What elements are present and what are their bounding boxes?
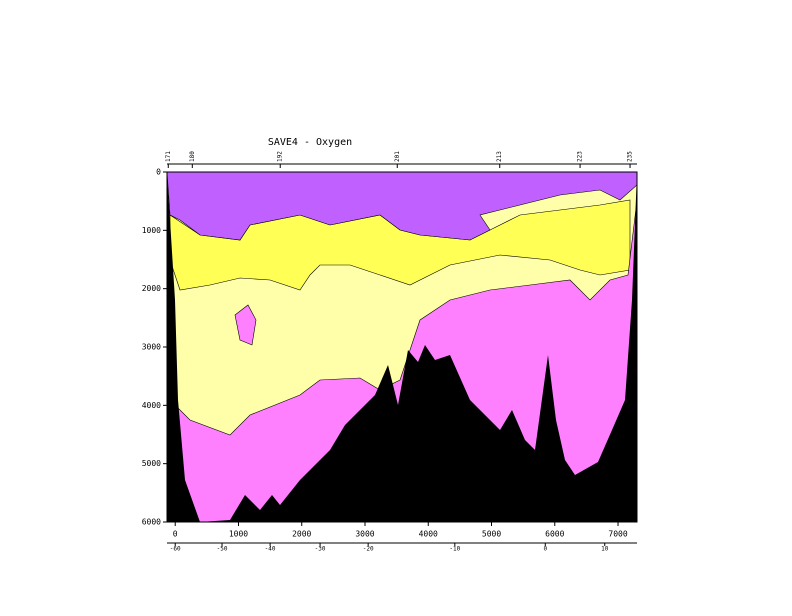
oxygen-low xyxy=(166,171,638,241)
lat-tick-label: -10 xyxy=(449,546,460,553)
x-tick-label: 0 xyxy=(173,530,178,539)
lat-tick-label: -30 xyxy=(315,546,326,553)
station-label: 171 xyxy=(165,151,172,162)
y-tick-label: 6000 xyxy=(142,518,161,527)
x-tick-label: 5000 xyxy=(482,530,501,539)
lat-tick-label: -20 xyxy=(363,546,374,553)
y-tick-label: 1000 xyxy=(142,226,161,235)
contours xyxy=(166,171,638,523)
y-tick-label: 3000 xyxy=(142,343,161,352)
lat-tick-label: -40 xyxy=(265,546,276,553)
lat-tick-label: 10 xyxy=(601,546,609,553)
oxygen-patch xyxy=(234,304,257,346)
x-tick-label: 2000 xyxy=(292,530,311,539)
station-label: 192 xyxy=(277,151,284,162)
x-tick-label: 1000 xyxy=(229,530,248,539)
y-tick-label: 2000 xyxy=(142,284,161,293)
station-label: 180 xyxy=(189,151,196,162)
x-tick-label: 4000 xyxy=(419,530,438,539)
station-label: 223 xyxy=(577,151,584,162)
y-tick-label: 0 xyxy=(156,168,161,177)
lat-tick-label: -50 xyxy=(217,546,228,553)
station-label: 201 xyxy=(394,151,401,162)
x-tick-label: 7000 xyxy=(608,530,627,539)
y-tick-label: 5000 xyxy=(142,459,161,468)
y-tick-label: 4000 xyxy=(142,401,161,410)
lat-tick-label: -60 xyxy=(170,546,181,553)
chart-title: SAVE4 - Oxygen xyxy=(268,137,352,148)
x-tick-label: 6000 xyxy=(545,530,564,539)
station-label: 213 xyxy=(496,151,503,162)
lat-tick-label: 0 xyxy=(543,546,547,553)
bathymetry xyxy=(167,172,637,522)
station-label: 235 xyxy=(627,151,634,162)
x-tick-label: 3000 xyxy=(355,530,374,539)
